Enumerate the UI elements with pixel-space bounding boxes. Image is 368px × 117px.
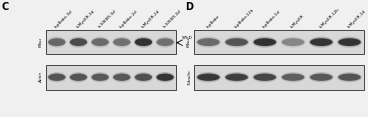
Ellipse shape bbox=[197, 38, 220, 46]
Ellipse shape bbox=[69, 72, 88, 82]
Text: Actin: Actin bbox=[39, 72, 43, 83]
Ellipse shape bbox=[281, 72, 305, 82]
Text: k-pBabe-3d: k-pBabe-3d bbox=[54, 9, 74, 29]
Text: 97kD: 97kD bbox=[182, 36, 193, 40]
Text: k-pBabe-2d: k-pBabe-2d bbox=[119, 9, 139, 29]
Ellipse shape bbox=[196, 72, 221, 82]
Bar bbox=[46, 30, 176, 54]
Ellipse shape bbox=[113, 38, 130, 46]
Ellipse shape bbox=[224, 37, 249, 48]
Ellipse shape bbox=[225, 38, 248, 46]
Ellipse shape bbox=[254, 74, 276, 81]
Ellipse shape bbox=[156, 74, 174, 81]
Text: k-MycER: k-MycER bbox=[290, 14, 305, 29]
Ellipse shape bbox=[47, 72, 66, 82]
Bar bbox=[194, 30, 364, 54]
Ellipse shape bbox=[310, 38, 333, 46]
Ellipse shape bbox=[135, 38, 152, 46]
Ellipse shape bbox=[48, 74, 66, 81]
Text: Misu: Misu bbox=[187, 37, 191, 47]
Ellipse shape bbox=[197, 74, 220, 81]
Ellipse shape bbox=[337, 37, 362, 48]
Ellipse shape bbox=[113, 74, 130, 81]
Ellipse shape bbox=[92, 38, 109, 46]
Ellipse shape bbox=[252, 37, 277, 48]
Text: C: C bbox=[2, 2, 9, 12]
Ellipse shape bbox=[91, 72, 110, 82]
Ellipse shape bbox=[112, 37, 131, 48]
Ellipse shape bbox=[156, 72, 174, 82]
Text: k-pBabe-1d: k-pBabe-1d bbox=[262, 9, 282, 29]
Ellipse shape bbox=[156, 37, 174, 48]
Bar bbox=[46, 65, 176, 90]
Ellipse shape bbox=[196, 37, 221, 48]
Ellipse shape bbox=[69, 37, 88, 48]
Ellipse shape bbox=[282, 38, 304, 46]
Text: k-pBabe-12h: k-pBabe-12h bbox=[234, 7, 255, 29]
Ellipse shape bbox=[47, 37, 66, 48]
Ellipse shape bbox=[134, 72, 153, 82]
Ellipse shape bbox=[282, 74, 304, 81]
Ellipse shape bbox=[254, 38, 276, 46]
Ellipse shape bbox=[112, 72, 131, 82]
Ellipse shape bbox=[156, 38, 174, 46]
Ellipse shape bbox=[281, 37, 305, 48]
Ellipse shape bbox=[91, 37, 110, 48]
Text: k-pBabe: k-pBabe bbox=[206, 14, 220, 29]
Text: k-106ER-2d: k-106ER-2d bbox=[162, 9, 182, 29]
Text: Tubulin: Tubulin bbox=[187, 69, 191, 85]
Ellipse shape bbox=[338, 74, 361, 81]
Ellipse shape bbox=[134, 37, 153, 48]
Text: k-106ER-3d: k-106ER-3d bbox=[97, 9, 117, 29]
Text: D: D bbox=[185, 2, 193, 12]
Ellipse shape bbox=[309, 72, 334, 82]
Ellipse shape bbox=[252, 72, 277, 82]
Ellipse shape bbox=[338, 38, 361, 46]
Ellipse shape bbox=[225, 74, 248, 81]
Ellipse shape bbox=[310, 74, 333, 81]
Ellipse shape bbox=[309, 37, 334, 48]
Bar bbox=[194, 65, 364, 90]
Text: k-MycER-1d: k-MycER-1d bbox=[347, 9, 367, 29]
Text: k-MycER-12h: k-MycER-12h bbox=[318, 7, 340, 29]
Text: k-MycER-3d: k-MycER-3d bbox=[76, 9, 96, 29]
Ellipse shape bbox=[92, 74, 109, 81]
Ellipse shape bbox=[70, 74, 87, 81]
Ellipse shape bbox=[70, 38, 87, 46]
Text: Misu: Misu bbox=[39, 37, 43, 47]
Ellipse shape bbox=[224, 72, 249, 82]
Ellipse shape bbox=[337, 72, 362, 82]
Ellipse shape bbox=[135, 74, 152, 81]
Text: k-MycER-2d: k-MycER-2d bbox=[141, 9, 160, 29]
Ellipse shape bbox=[48, 38, 66, 46]
